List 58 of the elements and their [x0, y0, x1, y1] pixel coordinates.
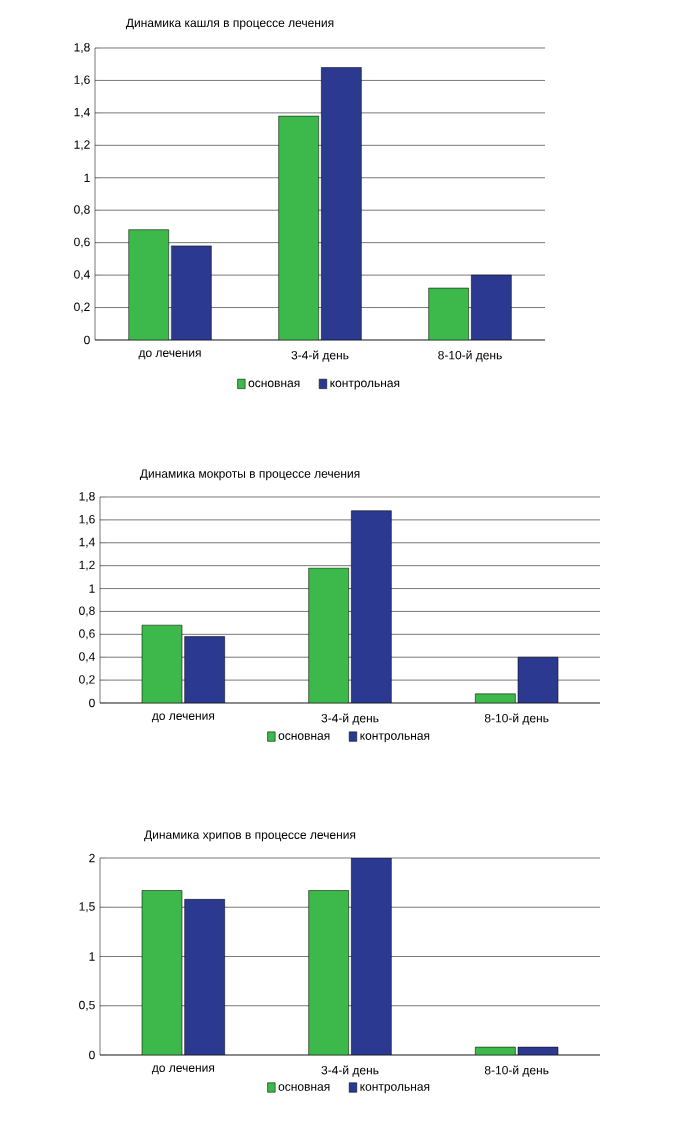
y-tick-label: 1,6	[74, 75, 90, 86]
bar	[184, 636, 225, 703]
bar	[517, 656, 559, 703]
y-tick-label: 0,8	[79, 606, 95, 617]
y-tick-label: 1,5	[79, 902, 95, 913]
bar	[278, 115, 319, 340]
y-tick-label: 0	[84, 335, 90, 345]
bar	[351, 510, 392, 703]
legend-label: контрольная	[360, 1084, 430, 1094]
bar	[308, 567, 349, 703]
legend-label: контрольная	[360, 733, 430, 743]
x-tick-label: 3-4-й день	[321, 713, 379, 725]
y-tick-label: 0,4	[79, 652, 95, 663]
y-tick-label: 1,4	[79, 537, 95, 548]
y-tick-label: 0,5	[79, 1000, 95, 1011]
y-tick-label: 0,4	[74, 270, 90, 281]
bar	[351, 858, 392, 1055]
y-tick-label: 1,8	[74, 43, 90, 53]
legend-label: основная	[278, 1084, 330, 1091]
y-tick-label: 1,8	[79, 492, 95, 502]
x-tick-label: 8-10-й день	[438, 350, 502, 362]
x-tick-label: до лечения	[151, 1065, 215, 1075]
y-tick-label: 0,8	[74, 205, 90, 216]
y-tick-label: 1,2	[74, 140, 90, 151]
x-tick-label: 8-10-й день	[484, 1065, 549, 1077]
y-tick-label: 0	[89, 1050, 95, 1060]
y-tick-label: 2	[89, 853, 95, 863]
y-tick-label: 1	[84, 173, 90, 182]
x-tick-label: до лечения	[138, 350, 201, 360]
bar	[184, 899, 225, 1055]
bar	[428, 287, 469, 340]
bar	[171, 245, 212, 340]
y-tick-label: 1,6	[79, 514, 95, 525]
y-tick-label: 0,2	[74, 302, 90, 313]
chart-title: Динамика кашля в процессе лечения	[125, 18, 334, 30]
legend-label: основная	[278, 733, 330, 740]
y-tick-label: 1,4	[74, 107, 90, 118]
y-tick-label: 0,2	[79, 675, 95, 686]
x-tick-label: 3-4-й день	[291, 350, 349, 362]
y-tick-label: 0,6	[74, 237, 90, 248]
x-tick-label: 8-10-й день	[484, 713, 549, 725]
bar	[128, 229, 169, 340]
y-tick-label: 1	[89, 584, 95, 593]
y-tick-label: 1,2	[79, 560, 95, 571]
legend-label: основная	[248, 380, 300, 388]
chart-title: Динамика мокроты в процессе лечения	[139, 469, 360, 481]
chart-title: Динамика хрипов в процессе лечения	[144, 830, 356, 842]
x-tick-label: 3-4-й день	[321, 1065, 379, 1077]
bar	[321, 67, 362, 340]
x-tick-label: до лечения	[151, 713, 215, 723]
y-tick-label: 0,6	[79, 629, 95, 640]
bar	[141, 890, 183, 1055]
bar	[471, 274, 512, 340]
legend-label: контрольная	[330, 380, 400, 390]
bar	[308, 890, 349, 1055]
y-tick-label: 0	[89, 698, 95, 708]
bar	[141, 624, 183, 703]
y-tick-label: 1	[89, 952, 95, 961]
